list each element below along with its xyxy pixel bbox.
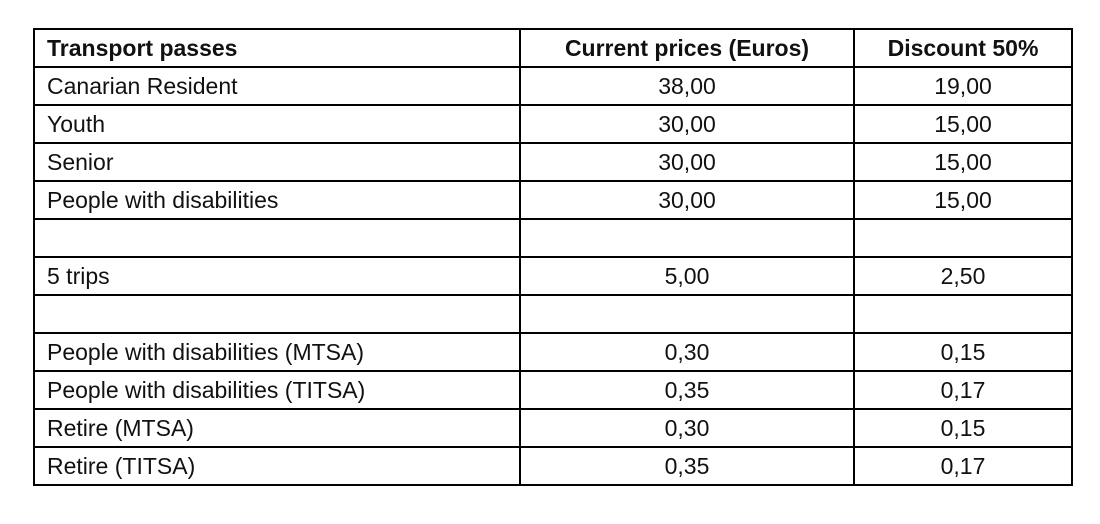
- blank-cell: [33, 294, 521, 334]
- table-cell: People with disabilities (MTSA): [33, 332, 521, 372]
- table-cell: 0,35: [519, 370, 855, 410]
- table-row: Canarian Resident 38,00 19,00: [33, 66, 1073, 106]
- blank-cell: [853, 294, 1073, 334]
- header-cell: Discount 50%: [853, 28, 1073, 68]
- table-cell: 38,00: [519, 66, 855, 106]
- price-table: Transport passes Current prices (Euros) Di…: [33, 28, 1073, 486]
- table-row: People with disabilities (MTSA) 0,30 0,15: [33, 332, 1073, 372]
- table-cell: Canarian Resident: [33, 66, 521, 106]
- table-cell: Senior: [33, 142, 521, 182]
- table-cell: Youth: [33, 104, 521, 144]
- table-cell: 0,15: [853, 332, 1073, 372]
- blank-cell: [853, 218, 1073, 258]
- header-cell: Current prices (Euros): [519, 28, 855, 68]
- table-cell: 5 trips: [33, 256, 521, 296]
- table-row: Retire (MTSA) 0,30 0,15: [33, 408, 1073, 448]
- table-cell: 19,00: [853, 66, 1073, 106]
- table-cell: 0,17: [853, 446, 1073, 486]
- blank-row: [33, 294, 1073, 334]
- table-cell: 15,00: [853, 180, 1073, 220]
- table-row: Youth 30,00 15,00: [33, 104, 1073, 144]
- header-row: Transport passes Current prices (Euros) Di…: [33, 28, 1073, 68]
- table-row: People with disabilities 30,00 15,00: [33, 180, 1073, 220]
- table-cell: 30,00: [519, 142, 855, 182]
- table-cell: 0,30: [519, 332, 855, 372]
- table-cell: 0,35: [519, 446, 855, 486]
- table-row: 5 trips 5,00 2,50: [33, 256, 1073, 296]
- table-cell: 2,50: [853, 256, 1073, 296]
- header-cell: Transport passes: [33, 28, 521, 68]
- table-cell: 30,00: [519, 104, 855, 144]
- table-cell: 15,00: [853, 142, 1073, 182]
- table-cell: 5,00: [519, 256, 855, 296]
- blank-cell: [519, 218, 855, 258]
- table-cell: People with disabilities (TITSA): [33, 370, 521, 410]
- table-container: Transport passes Current prices (Euros) Di…: [33, 28, 1073, 486]
- table-cell: 30,00: [519, 180, 855, 220]
- table-cell: Retire (TITSA): [33, 446, 521, 486]
- blank-cell: [33, 218, 521, 258]
- table-cell: 0,15: [853, 408, 1073, 448]
- table-row: Senior 30,00 15,00: [33, 142, 1073, 182]
- table-cell: 15,00: [853, 104, 1073, 144]
- table-cell: People with disabilities: [33, 180, 521, 220]
- table-row: People with disabilities (TITSA) 0,35 0,17: [33, 370, 1073, 410]
- table-row: Retire (TITSA) 0,35 0,17: [33, 446, 1073, 486]
- blank-cell: [519, 294, 855, 334]
- blank-row: [33, 218, 1073, 258]
- table-cell: 0,17: [853, 370, 1073, 410]
- table-cell: 0,30: [519, 408, 855, 448]
- table-cell: Retire (MTSA): [33, 408, 521, 448]
